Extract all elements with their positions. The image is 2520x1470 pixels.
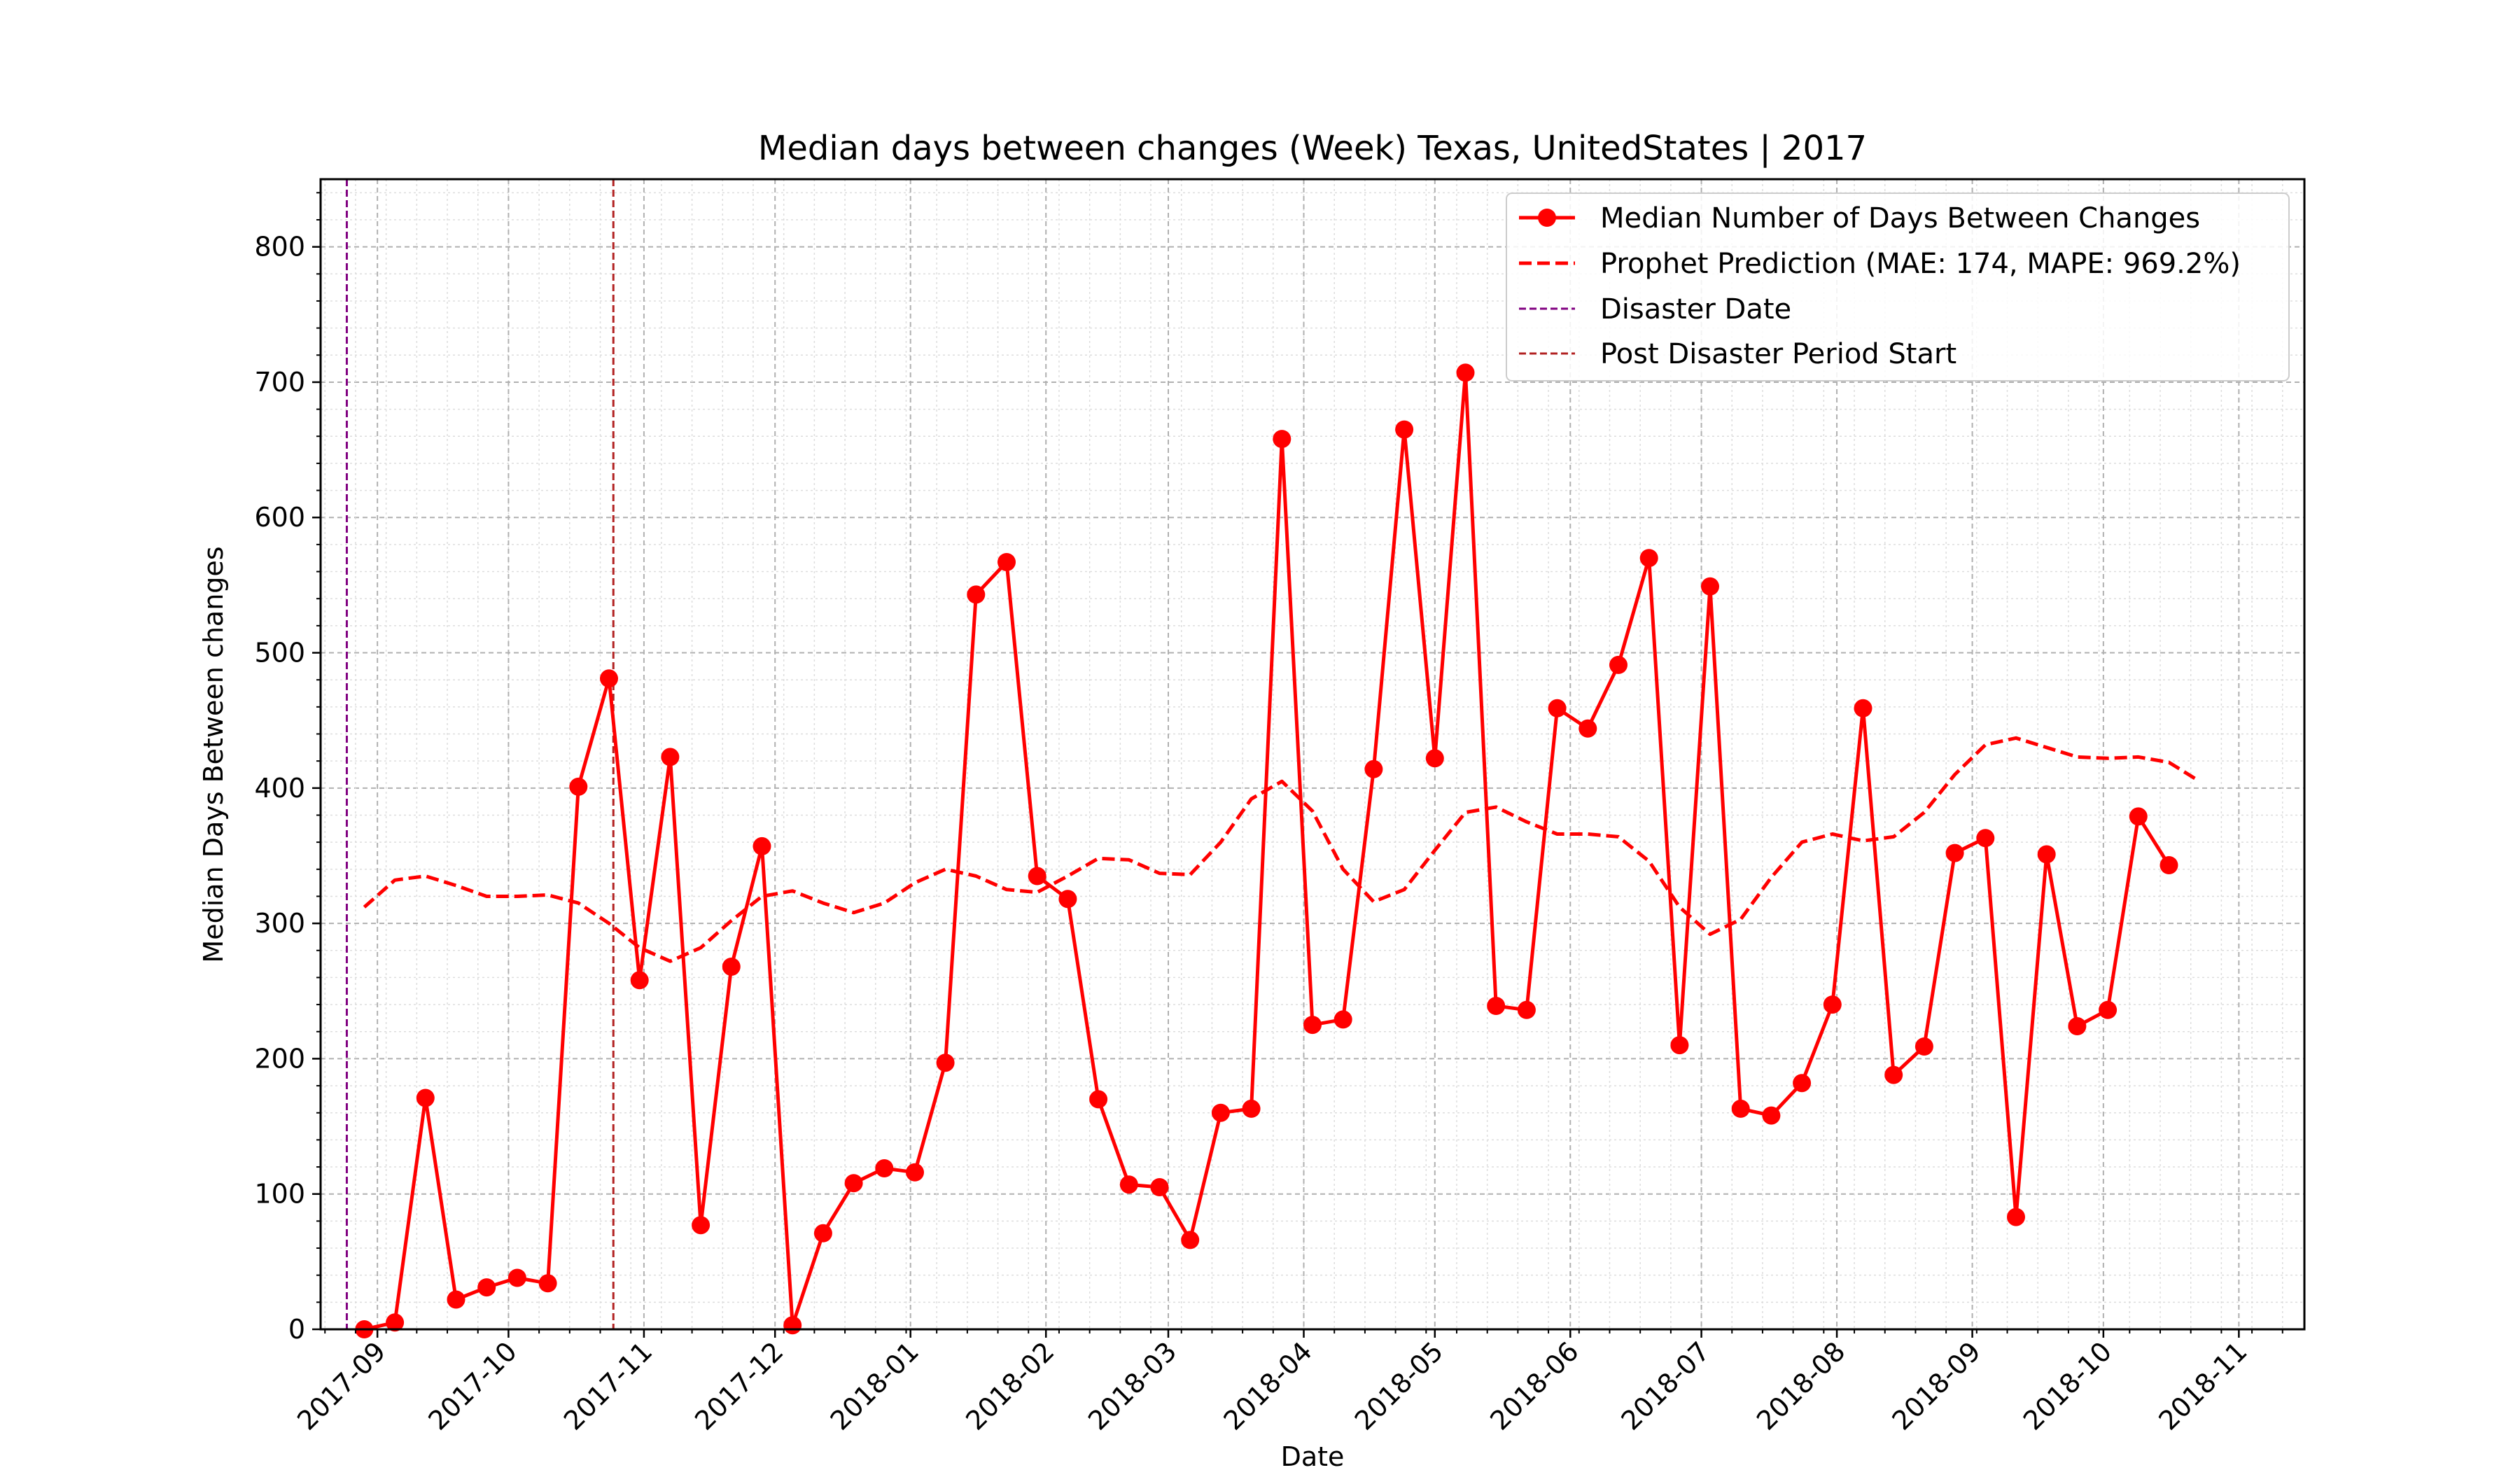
chart-title: Median days between changes (Week) Texas… (758, 129, 1867, 168)
y-tick-label: 600 (254, 502, 305, 533)
data-point (1762, 1106, 1781, 1125)
data-point (1089, 1090, 1108, 1109)
data-point (875, 1159, 894, 1177)
data-point (1181, 1231, 1200, 1250)
data-point (1701, 577, 1719, 596)
data-point (997, 553, 1016, 571)
data-point (783, 1316, 802, 1335)
data-point (630, 971, 649, 990)
data-point (1211, 1103, 1230, 1122)
legend-label-prediction: Prophet Prediction (MAE: 174, MAPE: 969.… (1600, 248, 2241, 280)
y-axis-ticks: 0 100 200 300 400 500 600 700 800 (254, 192, 321, 1345)
data-point (1028, 867, 1046, 886)
data-point (1609, 655, 1628, 674)
y-tick-label: 800 (254, 232, 305, 262)
data-point (1884, 1065, 1903, 1084)
actual-series (355, 363, 2178, 1338)
event-lines (345, 179, 615, 1329)
legend-label-disaster: Disaster Date (1600, 293, 1791, 326)
data-point (906, 1163, 924, 1182)
data-point (1395, 420, 1414, 439)
data-point (2160, 856, 2178, 874)
data-point (722, 958, 741, 976)
data-point (1364, 760, 1383, 778)
data-point (447, 1290, 465, 1309)
data-point (1670, 1036, 1689, 1055)
y-tick-label: 100 (254, 1179, 305, 1210)
legend-box (1506, 192, 2290, 382)
data-point (477, 1278, 496, 1297)
data-point (600, 669, 618, 688)
prediction-series (363, 736, 2201, 963)
data-point (1517, 1000, 1536, 1019)
y-tick-label: 500 (254, 638, 305, 668)
data-point (1823, 995, 1842, 1014)
data-point (2068, 1017, 2087, 1035)
legend-label-post-disaster: Post Disaster Period Start (1600, 338, 1956, 370)
legend: Median Number of Days Between Changes Pr… (1506, 192, 2290, 382)
data-point (1578, 719, 1597, 738)
y-tick-label: 0 (288, 1314, 305, 1345)
data-point (507, 1268, 526, 1287)
data-point (1548, 699, 1567, 718)
data-point (1487, 997, 1506, 1015)
y-tick-label: 300 (254, 908, 305, 939)
legend-item-actual: Median Number of Days Between Changes (1519, 202, 2200, 234)
legend-marker-icon (1538, 209, 1556, 227)
data-point (844, 1174, 863, 1193)
data-point (569, 777, 588, 796)
y-tick-label: 700 (254, 367, 305, 398)
plot-frame (319, 178, 2306, 1331)
data-point (1976, 829, 1995, 848)
data-point (752, 836, 771, 855)
data-point (1334, 1010, 1352, 1029)
data-point (1945, 844, 1964, 862)
data-point (936, 1054, 955, 1072)
data-point (1456, 363, 1475, 382)
data-point (1273, 430, 1292, 449)
data-point (2037, 845, 2056, 864)
data-point (1731, 1099, 1750, 1118)
y-tick-label: 200 (254, 1043, 305, 1074)
data-point (1914, 1037, 1933, 1056)
data-point (1242, 1099, 1261, 1118)
data-point (661, 748, 680, 766)
data-point (1058, 890, 1077, 909)
data-point (1119, 1175, 1138, 1194)
legend-item-prediction: Prophet Prediction (MAE: 174, MAPE: 969.… (1519, 248, 2241, 280)
x-axis-title: Date (1281, 1441, 1345, 1470)
prediction-line (363, 736, 2201, 963)
data-point (1793, 1074, 1812, 1093)
data-point (813, 1224, 832, 1242)
data-point (538, 1274, 557, 1293)
data-point (1639, 549, 1658, 568)
y-tick-label: 400 (254, 773, 305, 804)
y-axis-title: Median Days Between changes (198, 546, 229, 962)
legend-item-disaster: Disaster Date (1519, 293, 1791, 326)
data-point (2007, 1208, 2025, 1226)
data-point (692, 1216, 710, 1235)
data-point (1150, 1178, 1169, 1196)
legend-item-post-disaster: Post Disaster Period Start (1519, 338, 1956, 370)
data-point (967, 585, 986, 604)
data-point (1303, 1016, 1322, 1035)
data-point (416, 1088, 435, 1107)
data-point (2129, 807, 2148, 826)
data-point (2099, 1000, 2118, 1019)
data-point (1425, 749, 1444, 768)
data-point (1854, 699, 1872, 718)
legend-label-actual: Median Number of Days Between Changes (1600, 202, 2200, 234)
actual-line (363, 370, 2171, 1331)
data-point (386, 1313, 405, 1332)
